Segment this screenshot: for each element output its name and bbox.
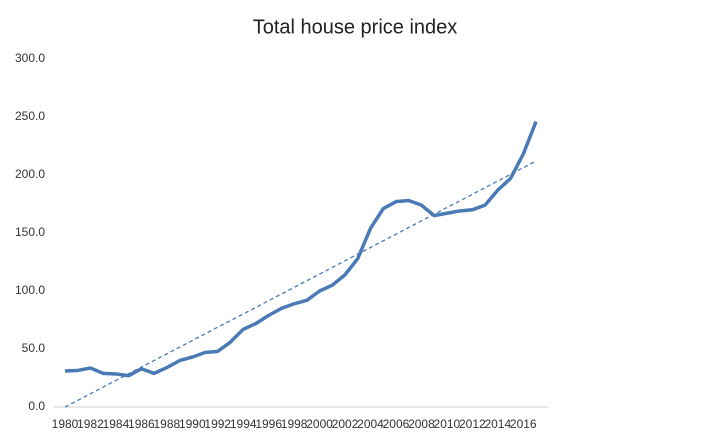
x-tick-label: 1986	[128, 417, 155, 431]
x-tick-label: 1984	[103, 417, 130, 431]
x-tick-label: 1994	[230, 417, 257, 431]
x-tick-label: 1990	[179, 417, 206, 431]
x-tick-label: 2000	[306, 417, 333, 431]
y-tick-label: 200.0	[15, 167, 45, 181]
y-tick-label: 50.0	[22, 341, 46, 355]
x-tick-label: 2008	[408, 417, 435, 431]
x-tick-label: 2012	[459, 417, 486, 431]
x-tick-label: 2006	[383, 417, 410, 431]
y-tick-label: 300.0	[15, 51, 45, 65]
trend-line	[64, 160, 537, 408]
y-tick-label: 0.0	[28, 399, 45, 413]
y-tick-label: 150.0	[15, 225, 45, 239]
x-tick-label: 2014	[484, 417, 511, 431]
x-tick-label: 1996	[255, 417, 282, 431]
series-line	[64, 121, 538, 378]
x-tick-label: 2002	[332, 417, 359, 431]
y-tick-label: 100.0	[15, 283, 45, 297]
x-tick-label: 1982	[77, 417, 104, 431]
x-tick-label: 2016	[510, 417, 537, 431]
x-tick-label: 2010	[434, 417, 461, 431]
x-tick-label: 1992	[204, 417, 231, 431]
x-tick-label: 2004	[357, 417, 384, 431]
x-tick-label: 1988	[153, 417, 180, 431]
x-tick-label: 1980	[52, 417, 79, 431]
y-tick-label: 250.0	[15, 109, 45, 123]
x-tick-label: 1998	[281, 417, 308, 431]
chart-title: Total house price index	[253, 16, 458, 38]
